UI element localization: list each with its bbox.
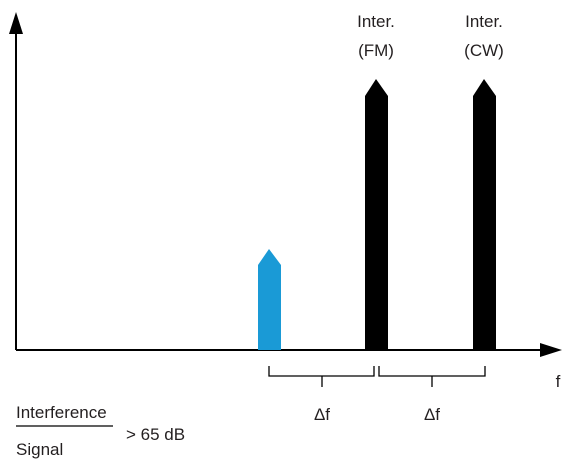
- interferer-cw-label-line1: Inter.: [465, 12, 503, 31]
- delta-f-label-2: Δf: [424, 405, 440, 424]
- spike-signal: [258, 249, 281, 350]
- interferer-cw-label-line2: (CW): [464, 41, 504, 60]
- interferer-fm-spike-shape: [365, 79, 388, 350]
- ratio-formula: Interference Signal > 65 dB: [16, 403, 185, 459]
- bracket-1-shape: [268, 366, 375, 387]
- ratio-denominator: Signal: [16, 440, 63, 459]
- interferer-cw-spike-shape: [473, 79, 496, 350]
- x-axis-label: f: [556, 372, 561, 391]
- signal-spike-shape: [258, 249, 281, 350]
- interferer-fm-label-line2: (FM): [358, 41, 394, 60]
- delta-f-bracket-1: Δf: [268, 366, 375, 424]
- spike-interferer-fm: Inter. (FM): [357, 12, 395, 350]
- spike-interferer-cw: Inter. (CW): [464, 12, 504, 350]
- delta-f-bracket-2: Δf: [378, 366, 486, 424]
- bracket-2-shape: [378, 366, 486, 387]
- delta-f-label-1: Δf: [314, 405, 330, 424]
- x-axis-arrow: [540, 343, 562, 357]
- y-axis-arrow: [9, 12, 23, 34]
- ratio-condition: > 65 dB: [126, 425, 185, 444]
- interferer-fm-label-line1: Inter.: [357, 12, 395, 31]
- ratio-numerator: Interference: [16, 403, 107, 422]
